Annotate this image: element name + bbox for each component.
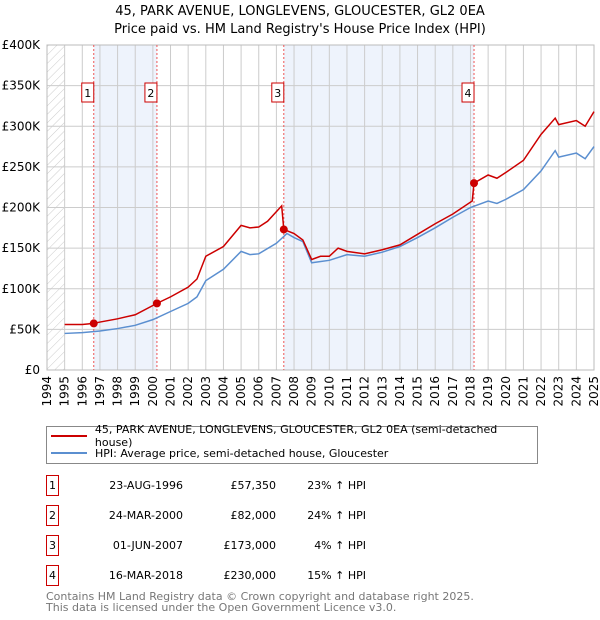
sale-point bbox=[279, 225, 288, 234]
sale-number: 3 bbox=[46, 535, 59, 556]
sale-point bbox=[89, 319, 98, 328]
sale-hpi: 15% ↑ HPI bbox=[307, 569, 366, 582]
x-tick-label: 2014 bbox=[393, 376, 407, 407]
x-tick-label: 2022 bbox=[534, 376, 548, 407]
x-tick-label: 2019 bbox=[481, 376, 495, 407]
sale-number: 2 bbox=[46, 505, 59, 526]
x-tick-label: 1994 bbox=[40, 376, 54, 407]
x-tick-label: 2024 bbox=[569, 376, 583, 407]
x-tick-label: 2003 bbox=[199, 376, 213, 407]
sale-hpi: 23% ↑ HPI bbox=[307, 479, 366, 492]
x-tick-label: 1999 bbox=[128, 376, 142, 407]
legend: 45, PARK AVENUE, LONGLEVENS, GLOUCESTER,… bbox=[46, 423, 538, 464]
x-tick-label: 2009 bbox=[305, 376, 319, 407]
chart-subtitle: Price paid vs. HM Land Registry's House … bbox=[114, 22, 486, 37]
x-tick-label: 2020 bbox=[499, 376, 513, 407]
sale-row: 3 01-JUN-2007 £173,000 4% ↑ HPI bbox=[46, 535, 600, 556]
sale-row: 4 16-MAR-2018 £230,000 15% ↑ HPI bbox=[46, 565, 600, 586]
sale-price: £82,000 bbox=[230, 509, 277, 522]
legend-label-property: 45, PARK AVENUE, LONGLEVENS, GLOUCESTER,… bbox=[94, 423, 498, 449]
sale-date: 16-MAR-2018 bbox=[108, 569, 183, 582]
sale-marker-box bbox=[81, 82, 95, 103]
x-tick-label: 2008 bbox=[287, 376, 301, 407]
y-tick-label: £350K bbox=[2, 79, 42, 93]
y-tick-label: £100K bbox=[2, 282, 42, 296]
y-tick-label: £200K bbox=[2, 201, 42, 215]
sale-marker-box bbox=[144, 82, 158, 103]
legend-label-hpi: HPI: Average price, semi-detached house,… bbox=[95, 446, 389, 460]
x-tick-label: 2013 bbox=[375, 376, 389, 407]
x-tick-label: 2005 bbox=[234, 376, 248, 407]
x-tick-label: 2011 bbox=[340, 376, 354, 407]
y-tick-label: £250K bbox=[2, 160, 42, 174]
x-tick-label: 2010 bbox=[322, 376, 336, 407]
x-tick-label: 2025 bbox=[587, 376, 600, 407]
x-tick-label: 2016 bbox=[428, 376, 442, 407]
sale-marker-label: 4 bbox=[465, 87, 472, 100]
legend-swatch-hpi bbox=[51, 452, 87, 454]
x-tick-label: 2006 bbox=[252, 376, 266, 407]
sale-date: 24-MAR-2000 bbox=[108, 509, 183, 522]
sale-price: £57,350 bbox=[230, 479, 277, 492]
sale-marker-label: 2 bbox=[147, 87, 154, 100]
x-tick-label: 2004 bbox=[216, 376, 230, 407]
x-tick-label: 1995 bbox=[58, 376, 72, 407]
footer-licence: This data is licensed under the Open Gov… bbox=[46, 601, 397, 614]
sale-marker-label: 1 bbox=[84, 87, 91, 100]
sale-point bbox=[470, 179, 479, 188]
footer-copyright: Contains HM Land Registry data © Crown c… bbox=[46, 590, 474, 603]
sale-marker-label: 3 bbox=[274, 87, 281, 100]
plot-frame bbox=[46, 44, 595, 371]
chart-title: 45, PARK AVENUE, LONGLEVENS, GLOUCESTER,… bbox=[115, 4, 485, 19]
x-tick-label: 2002 bbox=[181, 376, 195, 407]
x-tick-label: 2000 bbox=[146, 376, 160, 407]
sale-hpi: 24% ↑ HPI bbox=[307, 509, 366, 522]
price-chart: 1994 1995 1996 1997 1998 1999 2000 2001 2002 2003… bbox=[2, 38, 600, 407]
hpi-line bbox=[64, 146, 595, 335]
x-tick-label: 2017 bbox=[446, 376, 460, 407]
x-tick-label: 2012 bbox=[358, 376, 372, 407]
sale-price: £173,000 bbox=[223, 539, 277, 552]
x-tick-label: 2015 bbox=[411, 376, 425, 407]
x-tick-label: 1997 bbox=[93, 376, 107, 407]
y-tick-label: £400K bbox=[2, 38, 42, 52]
sale-row: 2 24-MAR-2000 £82,000 24% ↑ HPI bbox=[46, 505, 600, 526]
sale-hpi: 4% ↑ HPI bbox=[314, 539, 366, 552]
x-tick-label: 2021 bbox=[516, 376, 530, 407]
sale-date: 23-AUG-1996 bbox=[109, 479, 183, 492]
sale-point bbox=[152, 299, 161, 308]
sale-row: 1 23-AUG-1996 £57,350 23% ↑ HPI bbox=[46, 475, 600, 496]
sale-marker-box bbox=[461, 82, 475, 103]
x-tick-label: 2023 bbox=[552, 376, 566, 407]
y-tick-label: £300K bbox=[2, 119, 42, 133]
legend-swatch-property bbox=[51, 435, 87, 437]
sale-price: £230,000 bbox=[223, 569, 277, 582]
x-tick-label: 1996 bbox=[75, 376, 89, 407]
sale-date: 01-JUN-2007 bbox=[112, 539, 183, 552]
x-tick-label: 2018 bbox=[463, 376, 477, 407]
x-tick-label: 2001 bbox=[164, 376, 178, 407]
x-tick-label: 1998 bbox=[111, 376, 125, 407]
sale-marker-box bbox=[271, 82, 285, 103]
sale-number: 4 bbox=[46, 565, 59, 586]
y-tick-label: £150K bbox=[2, 241, 42, 255]
x-tick-label: 2007 bbox=[269, 376, 283, 407]
y-tick-label: £50K bbox=[9, 322, 41, 336]
y-tick-label: £0 bbox=[25, 363, 40, 377]
property-price-line bbox=[64, 111, 595, 326]
sale-number: 1 bbox=[46, 475, 59, 496]
